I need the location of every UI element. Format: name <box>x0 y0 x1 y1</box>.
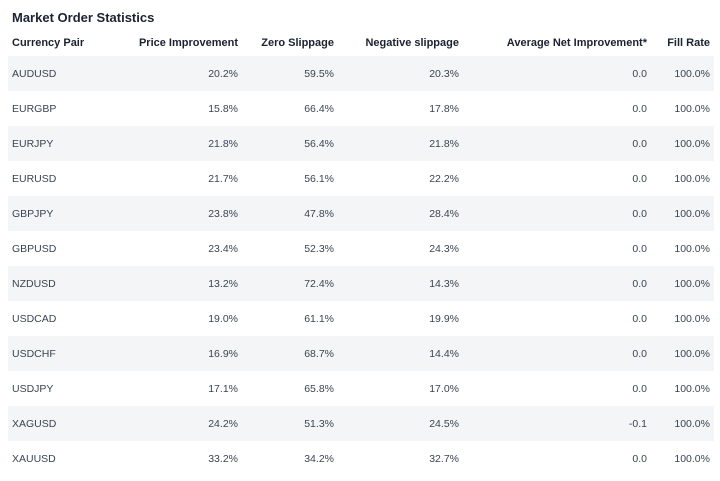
cell-currency-pair: EURUSD <box>12 172 57 185</box>
cell-average-net-improvement: 0.0 <box>463 56 651 91</box>
cell-price-improvement: 16.9% <box>104 336 242 371</box>
cell-average-net-improvement: 0.0 <box>463 126 651 161</box>
cell-negative-slippage: 14.3% <box>338 266 463 301</box>
cell-negative-slippage: 17.0% <box>429 382 459 395</box>
column-header-fill-rate[interactable]: Fill Rate <box>667 37 710 49</box>
cell-fill-rate: 100.0% <box>674 452 710 465</box>
cell-currency-pair: EURJPY <box>8 126 104 161</box>
cell-fill-rate: 100.0% <box>674 382 710 395</box>
table-row: AUDUSD 20.2% 59.5% 20.3% 0.0 100.0% <box>8 56 714 91</box>
cell-currency-pair: AUDUSD <box>8 56 104 91</box>
cell-average-net-improvement: 0.0 <box>632 382 647 395</box>
cell-price-improvement: 13.2% <box>104 266 242 301</box>
cell-currency-pair: USDCAD <box>12 312 57 325</box>
table-header-row: Currency Pair Price Improvement Zero Sli… <box>8 30 714 56</box>
cell-price-improvement: 15.8% <box>208 102 238 115</box>
cell-fill-rate: 100.0% <box>651 336 714 371</box>
cell-zero-slippage: 52.3% <box>304 242 334 255</box>
cell-price-improvement: 21.8% <box>104 126 242 161</box>
cell-negative-slippage: 21.8% <box>338 126 463 161</box>
cell-price-improvement: 33.2% <box>208 452 238 465</box>
cell-price-improvement: 23.8% <box>104 196 242 231</box>
cell-currency-pair: GBPJPY <box>8 196 104 231</box>
cell-fill-rate: 100.0% <box>651 266 714 301</box>
cell-average-net-improvement: -0.1 <box>463 406 651 441</box>
cell-zero-slippage: 56.4% <box>242 126 338 161</box>
table-row: USDCAD 19.0% 61.1% 19.9% 0.0 100.0% <box>8 301 714 336</box>
column-header-negative-slippage[interactable]: Negative slippage <box>365 37 459 49</box>
cell-zero-slippage: 34.2% <box>304 452 334 465</box>
cell-currency-pair: USDJPY <box>12 382 54 395</box>
column-header-price-improvement[interactable]: Price Improvement <box>138 37 238 49</box>
cell-average-net-improvement: 0.0 <box>632 312 647 325</box>
cell-negative-slippage: 14.4% <box>338 336 463 371</box>
table-row: NZDUSD 13.2% 72.4% 14.3% 0.0 100.0% <box>8 266 714 301</box>
cell-zero-slippage: 56.1% <box>304 172 334 185</box>
cell-currency-pair: XAGUSD <box>8 406 104 441</box>
cell-fill-rate: 100.0% <box>674 102 710 115</box>
cell-negative-slippage: 32.7% <box>429 452 459 465</box>
cell-price-improvement: 23.4% <box>208 242 238 255</box>
column-header-average-net-improvement[interactable]: Average Net Improvement* <box>506 37 647 49</box>
cell-price-improvement: 20.2% <box>104 56 242 91</box>
cell-fill-rate: 100.0% <box>651 56 714 91</box>
table-row: XAGUSD 24.2% 51.3% 24.5% -0.1 100.0% <box>8 406 714 441</box>
cell-price-improvement: 21.7% <box>208 172 238 185</box>
table-row: XAUUSD 33.2% 34.2% 32.7% 0.0 100.0% <box>8 441 714 476</box>
cell-price-improvement: 19.0% <box>208 312 238 325</box>
table-body: AUDUSD 20.2% 59.5% 20.3% 0.0 100.0% EURGBP 15.8… <box>8 56 714 476</box>
table-row: USDCHF 16.9% 68.7% 14.4% 0.0 100.0% <box>8 336 714 371</box>
cell-average-net-improvement: 0.0 <box>632 452 647 465</box>
table-row: GBPUSD 23.4% 52.3% 24.3% 0.0 100.0% <box>8 231 714 266</box>
cell-negative-slippage: 28.4% <box>338 196 463 231</box>
cell-zero-slippage: 68.7% <box>242 336 338 371</box>
cell-zero-slippage: 72.4% <box>242 266 338 301</box>
cell-average-net-improvement: 0.0 <box>632 242 647 255</box>
cell-fill-rate: 100.0% <box>674 242 710 255</box>
cell-currency-pair: XAUUSD <box>12 452 56 465</box>
cell-negative-slippage: 17.8% <box>429 102 459 115</box>
table-row: USDJPY 17.1% 65.8% 17.0% 0.0 100.0% <box>8 371 714 406</box>
cell-negative-slippage: 22.2% <box>429 172 459 185</box>
market-order-statistics-table: Currency Pair Price Improvement Zero Sli… <box>8 30 714 476</box>
cell-negative-slippage: 24.3% <box>429 242 459 255</box>
cell-zero-slippage: 47.8% <box>242 196 338 231</box>
cell-price-improvement: 24.2% <box>104 406 242 441</box>
cell-price-improvement: 17.1% <box>208 382 238 395</box>
table-row: GBPJPY 23.8% 47.8% 28.4% 0.0 100.0% <box>8 196 714 231</box>
cell-average-net-improvement: 0.0 <box>632 102 647 115</box>
cell-fill-rate: 100.0% <box>674 312 710 325</box>
cell-negative-slippage: 20.3% <box>338 56 463 91</box>
cell-currency-pair: NZDUSD <box>8 266 104 301</box>
cell-currency-pair: GBPUSD <box>12 242 57 255</box>
cell-average-net-improvement: 0.0 <box>463 266 651 301</box>
cell-average-net-improvement: 0.0 <box>632 172 647 185</box>
table-row: EURUSD 21.7% 56.1% 22.2% 0.0 100.0% <box>8 161 714 196</box>
table-row: EURJPY 21.8% 56.4% 21.8% 0.0 100.0% <box>8 126 714 161</box>
column-header-currency-pair[interactable]: Currency Pair <box>12 37 85 49</box>
cell-fill-rate: 100.0% <box>651 406 714 441</box>
cell-negative-slippage: 24.5% <box>338 406 463 441</box>
cell-currency-pair: EURGBP <box>12 102 57 115</box>
page-title: Market Order Statistics <box>12 10 155 25</box>
cell-fill-rate: 100.0% <box>651 126 714 161</box>
cell-zero-slippage: 51.3% <box>242 406 338 441</box>
cell-zero-slippage: 65.8% <box>304 382 334 395</box>
cell-negative-slippage: 19.9% <box>429 312 459 325</box>
cell-average-net-improvement: 0.0 <box>463 196 651 231</box>
cell-average-net-improvement: 0.0 <box>463 336 651 371</box>
table-row: EURGBP 15.8% 66.4% 17.8% 0.0 100.0% <box>8 91 714 126</box>
cell-zero-slippage: 59.5% <box>242 56 338 91</box>
cell-fill-rate: 100.0% <box>651 196 714 231</box>
cell-zero-slippage: 61.1% <box>304 312 334 325</box>
cell-currency-pair: USDCHF <box>8 336 104 371</box>
cell-fill-rate: 100.0% <box>674 172 710 185</box>
cell-zero-slippage: 66.4% <box>304 102 334 115</box>
column-header-zero-slippage[interactable]: Zero Slippage <box>261 37 334 49</box>
